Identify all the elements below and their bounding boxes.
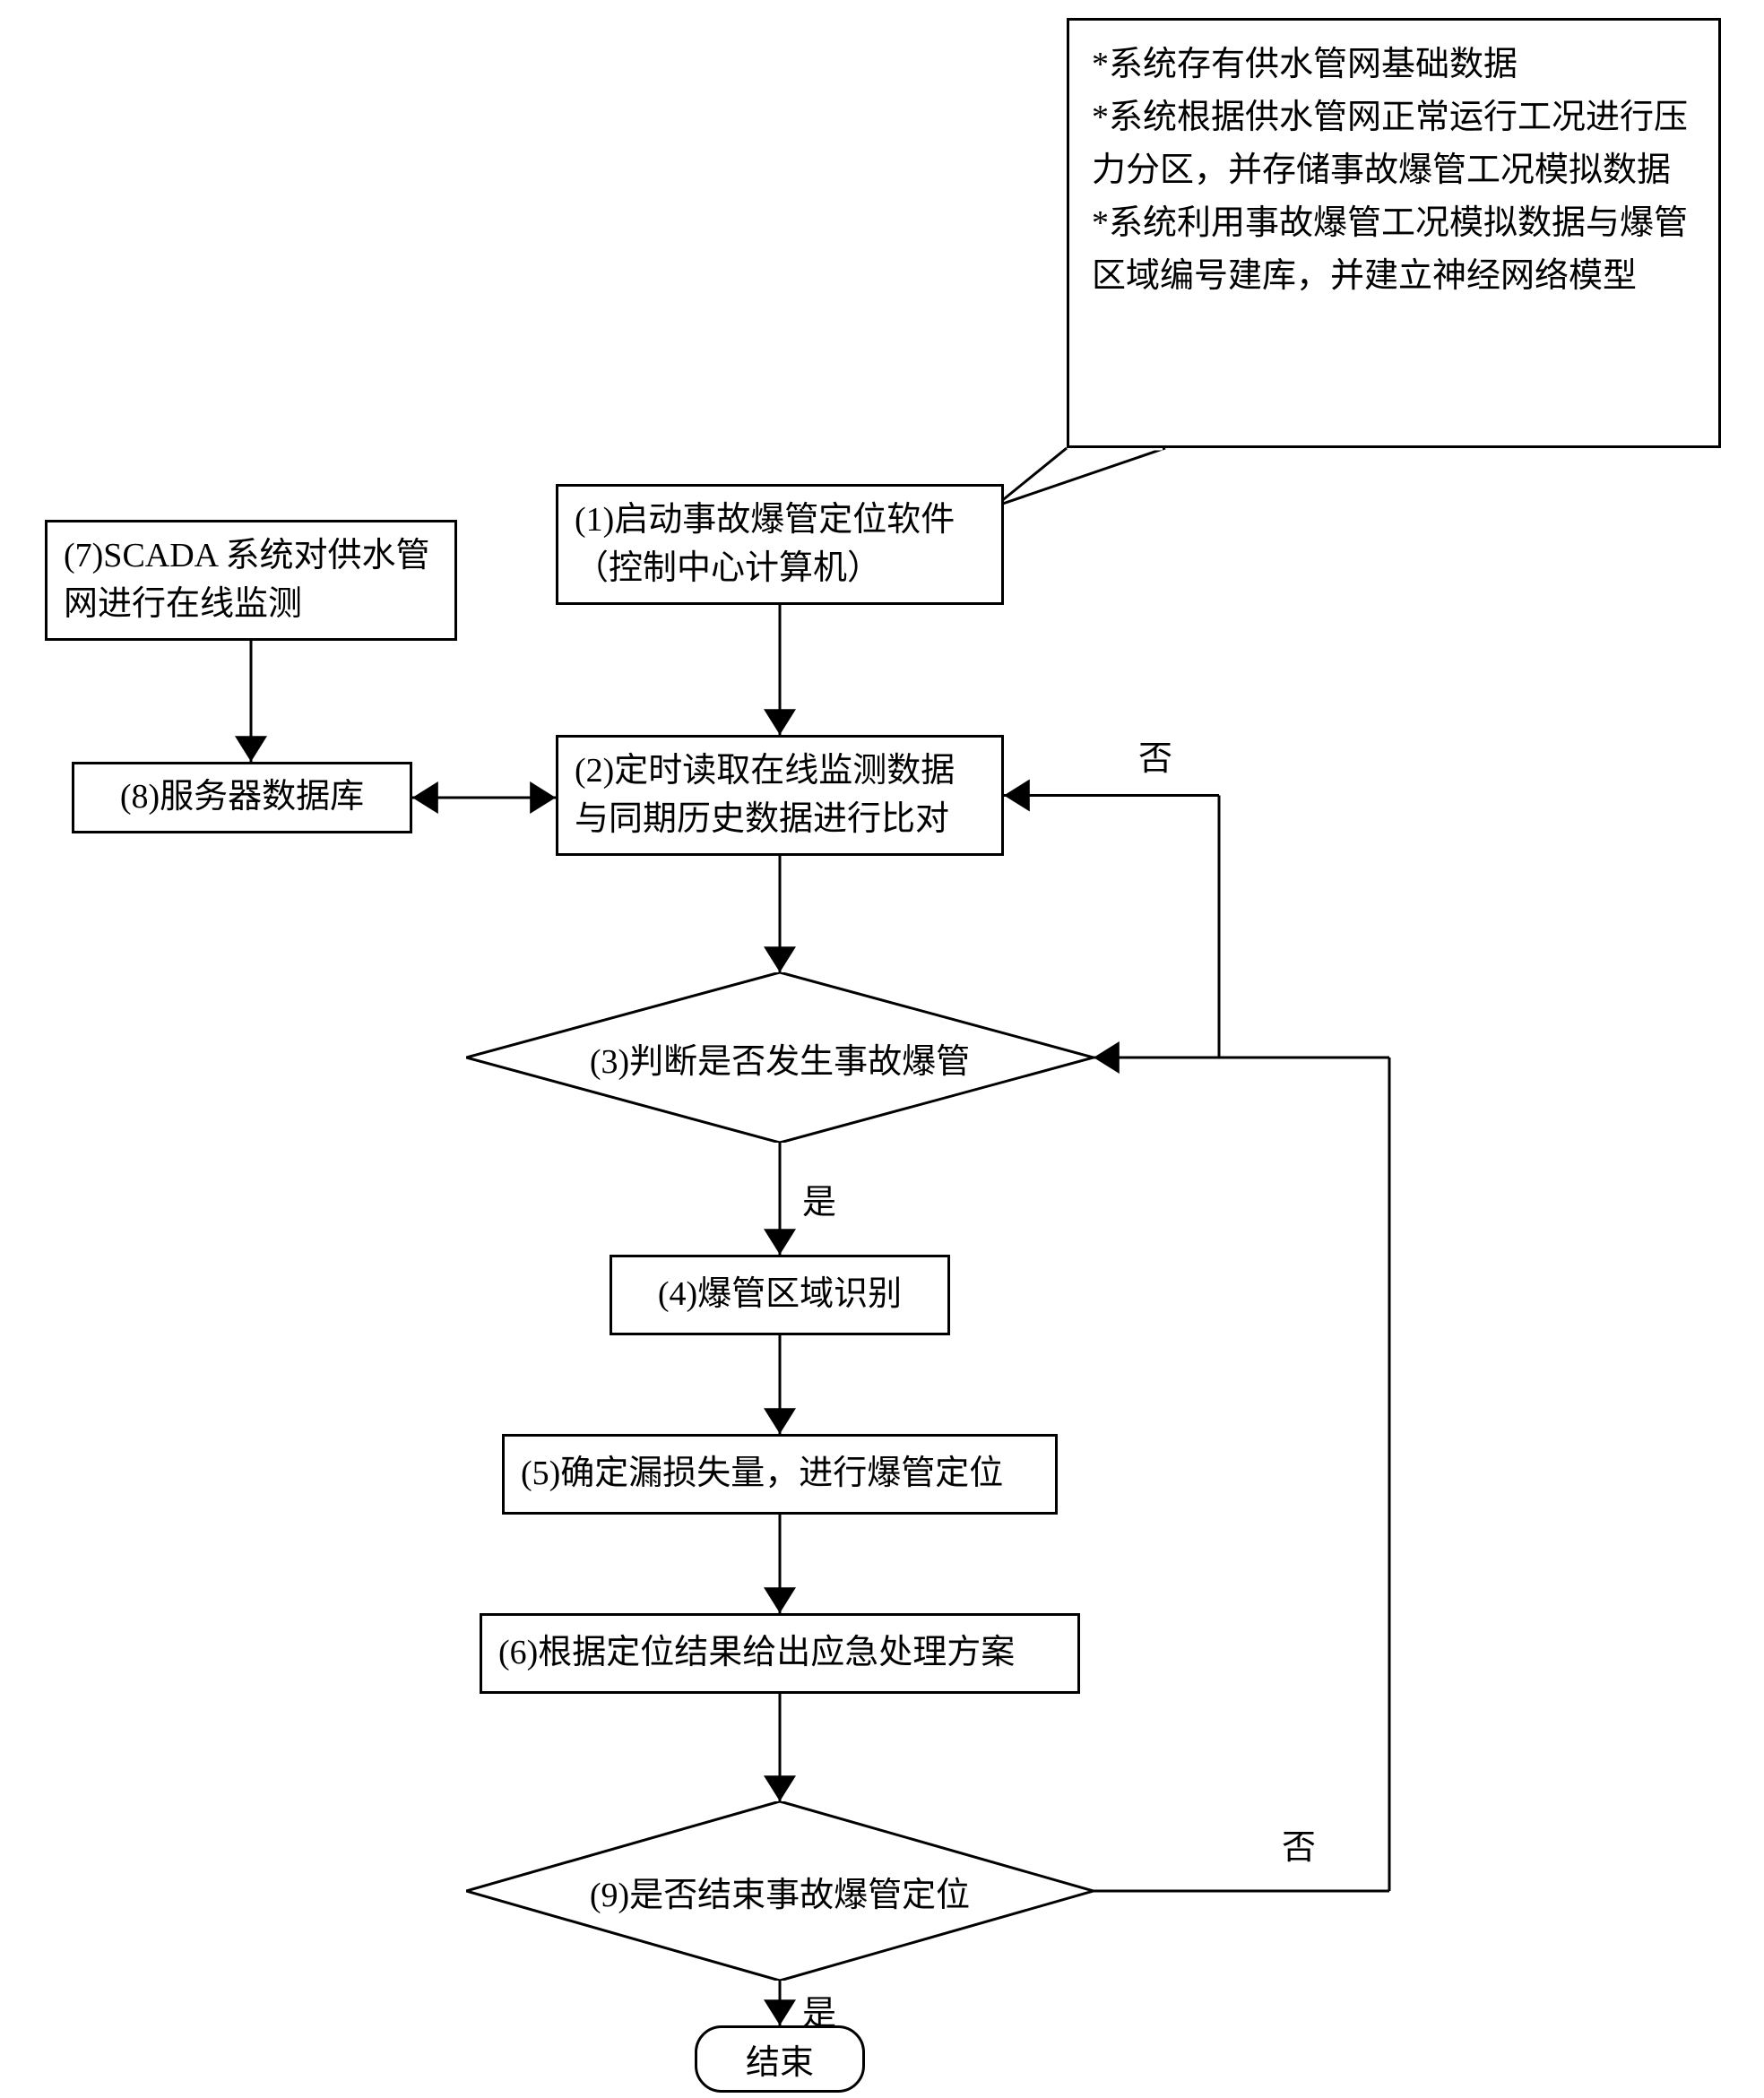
node-n9: (9)是否结束事故爆管定位 xyxy=(466,1801,1094,1981)
label-l_yes_mid: 是 xyxy=(802,1174,836,1223)
label-l_yes_end: 是 xyxy=(802,1985,836,2034)
node-n4: (4)爆管区域识别 xyxy=(610,1255,950,1335)
node-n6: (6)根据定位结果给出应急处理方案 xyxy=(480,1613,1080,1694)
label-l_no_top: 否 xyxy=(1138,730,1172,780)
node-end: 结束 xyxy=(695,2025,865,2093)
node-n3: (3)判断是否发生事故爆管 xyxy=(466,972,1094,1143)
diamond-text-n3: (3)判断是否发生事故爆管 xyxy=(466,972,1094,1143)
node-n8: (8)服务器数据库 xyxy=(72,762,412,833)
callout-box: *系统存有供水管网基础数据 *系统根据供水管网正常运行工况进行压力分区，并存储事… xyxy=(1067,18,1721,448)
node-n7: (7)SCADA 系统对供水管网进行在线监测 xyxy=(45,520,457,641)
diamond-text-n9: (9)是否结束事故爆管定位 xyxy=(466,1801,1094,1981)
node-n2: (2)定时读取在线监测数据与同期历史数据进行比对 xyxy=(556,735,1004,856)
label-l_no_bot: 否 xyxy=(1282,1819,1316,1869)
node-n5: (5)确定漏损失量，进行爆管定位 xyxy=(502,1434,1058,1515)
flowchart-canvas: *系统存有供水管网基础数据 *系统根据供水管网正常运行工况进行压力分区，并存储事… xyxy=(0,0,1764,2098)
node-n1: (1)启动事故爆管定位软件（控制中心计算机） xyxy=(556,484,1004,605)
